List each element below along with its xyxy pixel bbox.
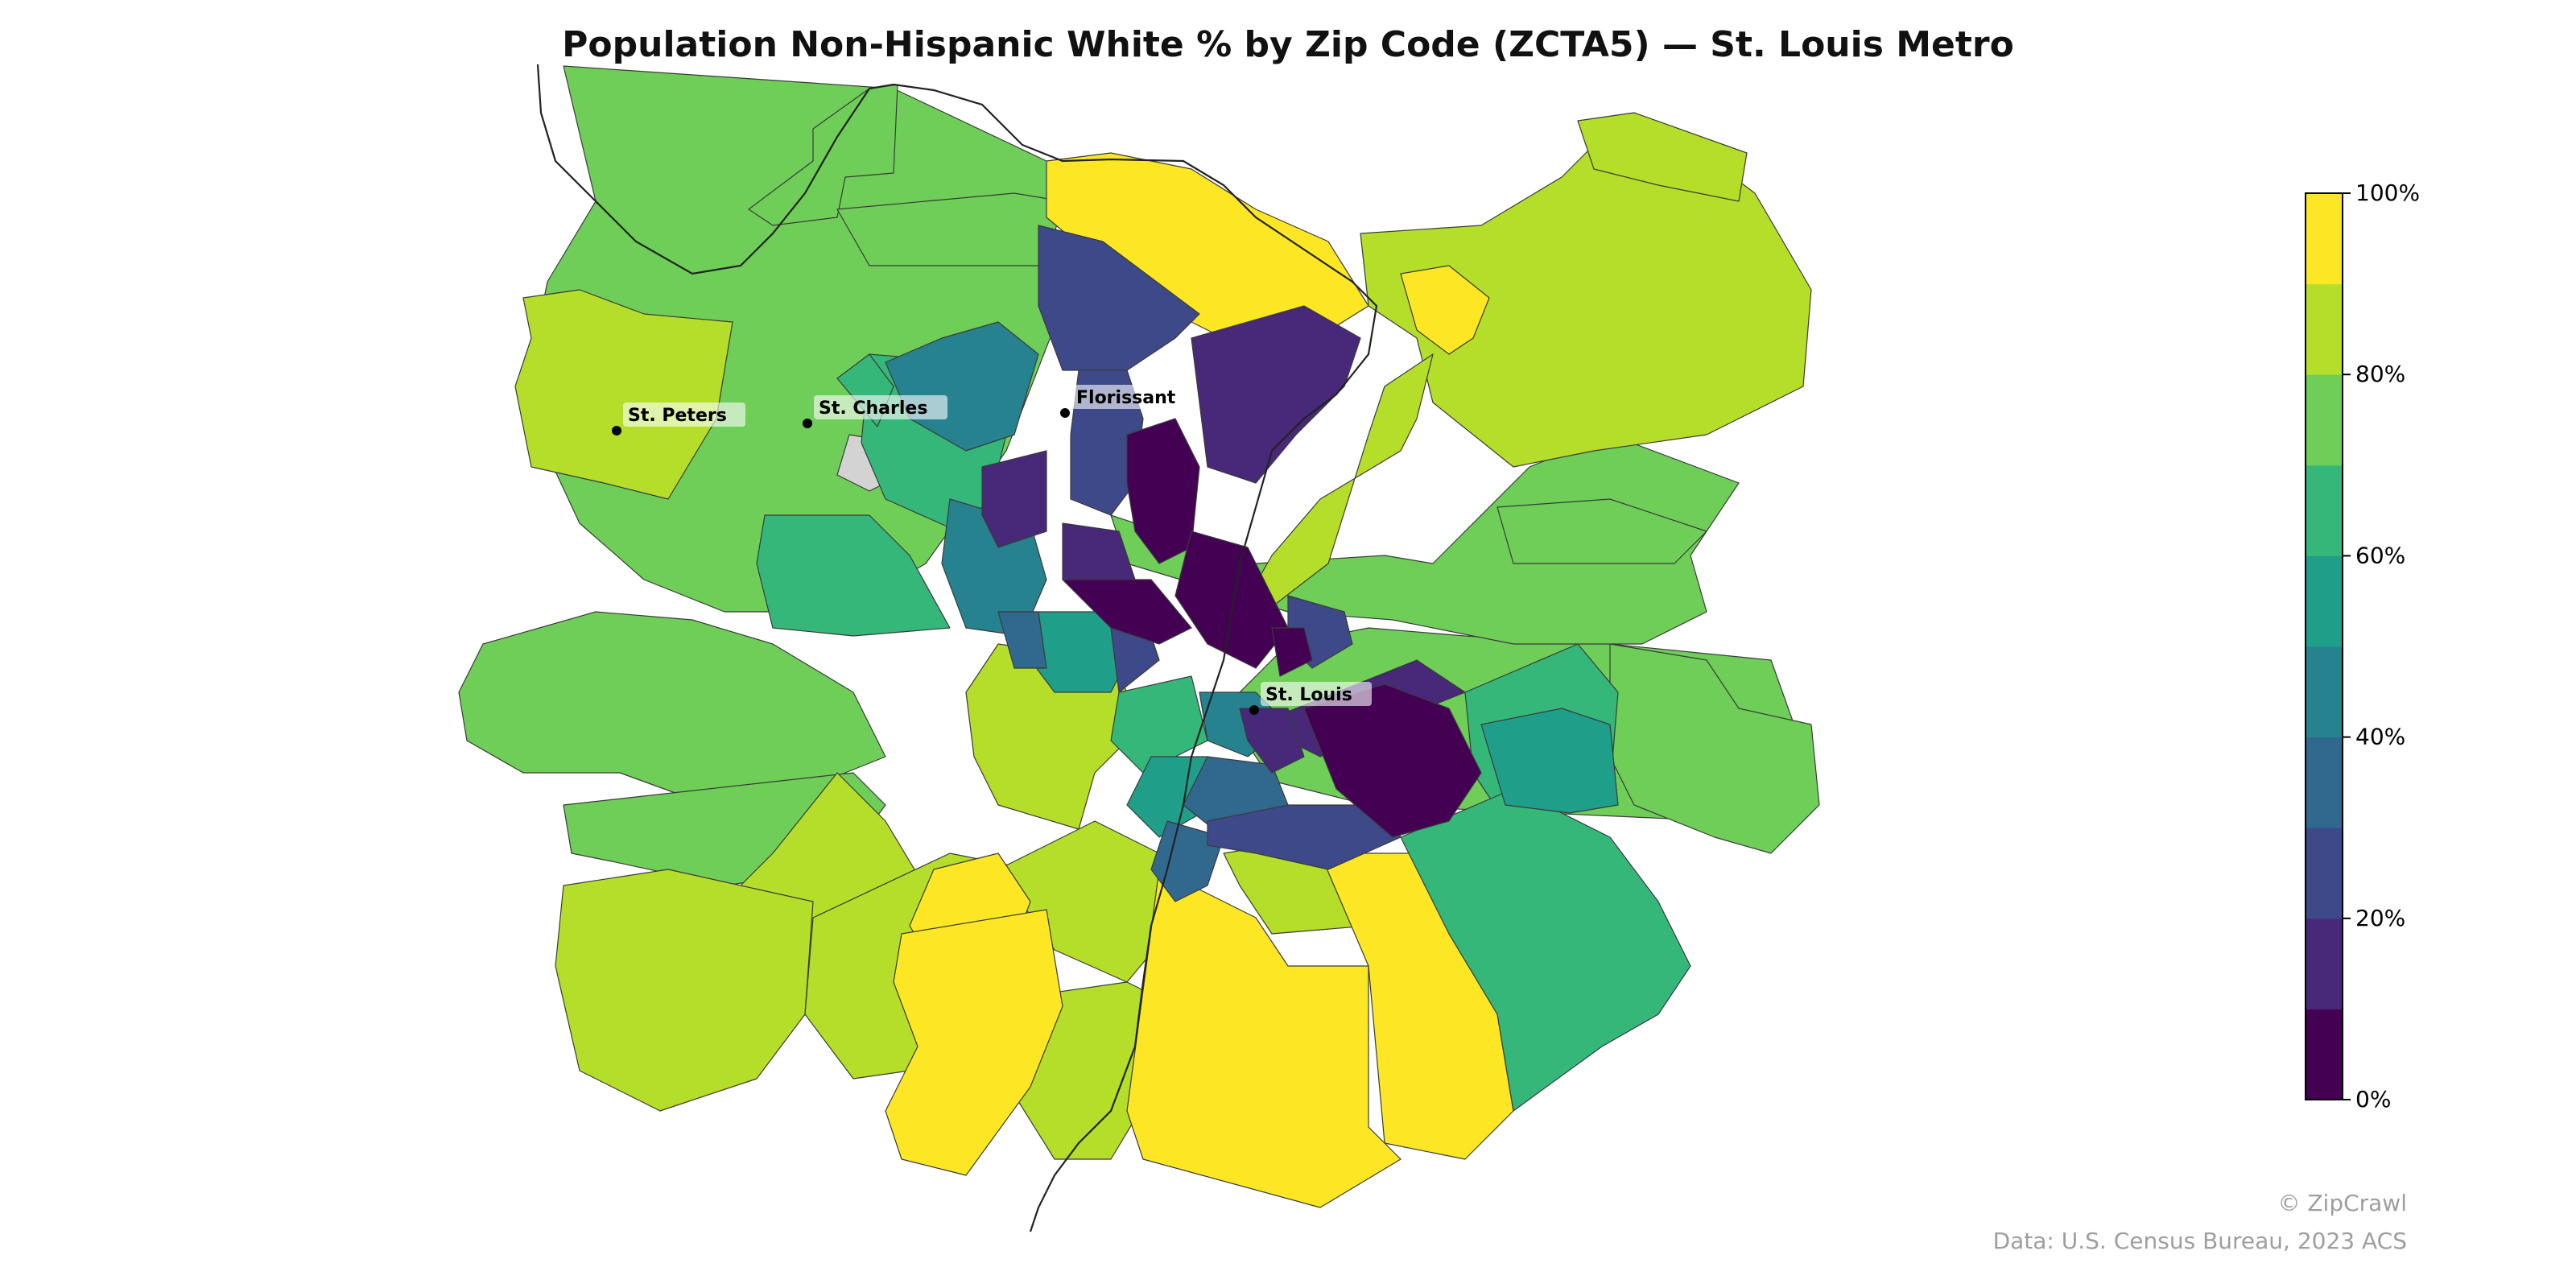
zip-region (514, 289, 733, 500)
city-label: St. Charles (819, 398, 927, 419)
colorbar-bin (2306, 193, 2343, 285)
city-dot (1249, 705, 1259, 715)
colorbar-bin (2306, 828, 2343, 919)
colorbar-bin (2306, 464, 2343, 556)
zip-region (1207, 804, 1402, 870)
colorbar-tick-label: 80% (2355, 361, 2405, 387)
map-title: Population Non-Hispanic White % by Zip C… (562, 24, 2014, 65)
rivers (536, 64, 1378, 1232)
city-label-bg (814, 395, 947, 419)
zip-region (1174, 530, 1289, 669)
zip-region (1271, 627, 1313, 677)
zip-region (1062, 579, 1192, 645)
zip-region (1496, 498, 1707, 564)
city-label-bg (623, 402, 745, 427)
colorbar-bin (2306, 283, 2343, 375)
city-label: St. Peters (628, 406, 727, 426)
colorbar-bin (2306, 374, 2343, 466)
data-source-credit: Data: U.S. Census Bureau, 2023 ACS (1992, 1228, 2407, 1254)
zip-region (981, 450, 1047, 548)
city-label: St. Louis (1265, 685, 1352, 705)
colorbar-bin (2306, 1009, 2343, 1100)
city-dot (1060, 408, 1070, 418)
zip-region (1577, 112, 1748, 202)
zip-region (1126, 756, 1216, 838)
city-label-bg (1261, 682, 1372, 706)
zip-region (1400, 788, 1691, 1112)
zip-region (1480, 708, 1619, 814)
city-marker: Florissant (1060, 385, 1194, 418)
zip-region (1400, 265, 1490, 355)
zip-region (997, 611, 1047, 669)
zip-region (885, 909, 1063, 1176)
colorbar-frame (2305, 192, 2343, 1100)
copyright-credit: © ZipCrawl (2277, 1190, 2407, 1216)
zip-region (1038, 225, 1200, 371)
zip-region (1609, 643, 1820, 854)
colorbar-bin (2306, 737, 2343, 828)
city-marker: St. Charles (803, 395, 947, 428)
zip-region (1126, 418, 1200, 564)
colorbar-bin (2306, 918, 2343, 1009)
city-marker: St. Louis (1249, 682, 1372, 715)
zip-region (1191, 305, 1361, 484)
colorbar-bin (2306, 555, 2343, 647)
city-dot (612, 426, 621, 436)
city-marker: St. Peters (612, 402, 745, 436)
zip-region (756, 514, 951, 637)
colorbar-legend: 0% 20% 40% 60% 80% 100% (2305, 180, 2420, 1113)
zip-regions (458, 65, 1820, 1208)
colorbar-tick-label: 20% (2355, 905, 2405, 931)
zip-region (1360, 136, 1812, 468)
zip-region (1239, 708, 1305, 774)
colorbar-tick-label: 100% (2355, 180, 2420, 206)
river-line (536, 64, 1378, 1232)
colorbar-tick-label: 0% (2355, 1086, 2391, 1113)
city-label: Florissant (1076, 388, 1176, 408)
zip-region (1303, 683, 1482, 838)
colorbar-bin (2306, 646, 2343, 738)
city-dot (803, 419, 812, 428)
colorbar-tick-label: 40% (2355, 724, 2405, 750)
colorbar-tick-label: 60% (2355, 542, 2405, 568)
city-label-bg (1071, 385, 1194, 409)
city-markers: St. Peters St. Charles Florissant St. Louis (612, 385, 1372, 715)
zip-region (555, 869, 814, 1112)
